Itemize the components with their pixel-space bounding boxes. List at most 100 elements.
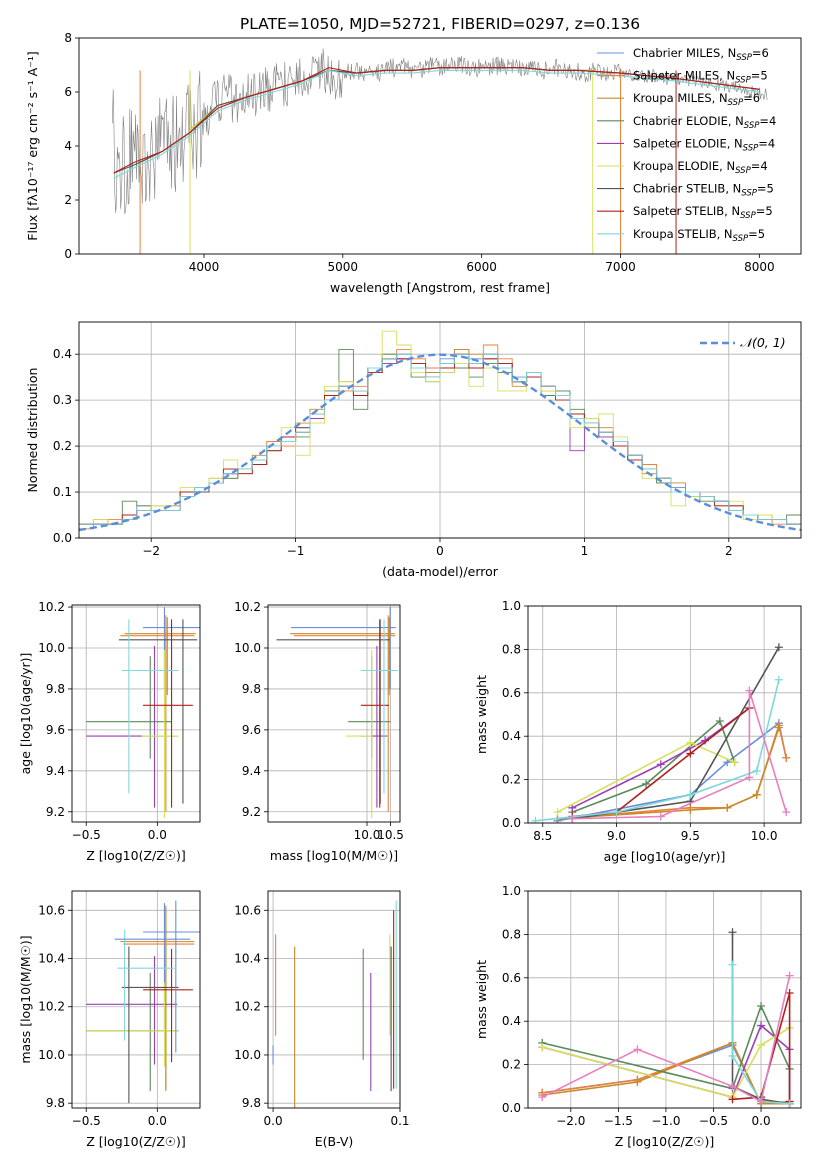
y-tick-label: 0.8 [502,927,521,941]
panel-weight-vs-age: 8.5 9.0 9.5 10.0 0.0 0.2 0.4 0.6 0.8 1.0 age [log1… [474,599,802,864]
weight-point-marker [774,675,783,684]
x-tick-label: −2.0 [556,1114,585,1128]
plot-area-age-vs-mass [276,607,399,818]
weight-point-marker [785,971,794,980]
x-tick-label: 9.0 [607,829,626,843]
panel-spectrum: 4000 5000 6000 7000 8000 0 2 4 6 8 wavelength [Ang… [25,31,802,295]
x-tick-label: 10.0 [354,828,381,842]
plot-area-spectrum [112,48,768,254]
weight-point-marker [785,1099,794,1108]
y-tick-label: 9.2 [46,805,65,819]
y-tick-label: 0.6 [502,971,521,985]
x-tick-label: 7000 [605,260,636,274]
x-axis-label: mass [log10(M/M☉)] [270,848,398,863]
y-tick-label: 10.2 [38,1000,65,1014]
x-tick-label: −1.5 [604,1114,633,1128]
y-tick-label: 0.0 [502,1101,521,1115]
weight-point-marker [752,790,761,799]
figure-title: PLATE=1050, MJD=52721, FIBERID=0297, z=0… [240,15,640,33]
y-tick-label: 9.8 [242,1096,261,1110]
axes-frame [71,890,201,1109]
weight-point-marker [757,1002,766,1011]
y-tick-label: 0.6 [502,686,521,700]
weight-point-marker [633,1045,642,1054]
panel-weight-vs-Z: −2.0 −1.5 −1.0 −0.5 0.0 0.0 0.2 0.4 0.6 0.8 1.0 Z [… [474,884,802,1149]
weight-point-marker [538,1093,547,1102]
weight-point-marker [553,808,562,817]
weight-point-marker [745,686,754,695]
y-tick-label: 10.4 [38,952,65,966]
x-axis-label: Z [log10(Z/Z☉)] [86,1134,186,1149]
y-tick-label: 9.6 [46,723,65,737]
x-tick-label: −0.5 [72,828,101,842]
x-tick-label: 10.5 [377,828,404,842]
weight-point-marker [633,1077,642,1086]
model-spectrum-line [113,67,760,174]
x-tick-label: 2 [725,544,733,558]
y-tick-label: 10.6 [234,903,261,917]
weight-point-marker [686,805,695,814]
weight-point-marker [728,928,737,937]
y-tick-label: 2 [64,193,72,207]
x-tick-label: 1 [581,544,589,558]
y-tick-label: 9.8 [46,1096,65,1110]
model-spectrum-line [139,67,677,163]
weight-point-marker [538,1043,547,1052]
weight-point-marker [752,766,761,775]
y-tick-label: 0.4 [502,1014,521,1028]
x-tick-label: −0.5 [72,1114,101,1128]
weight-point-marker [728,960,737,969]
legend-entry: Kroupa STELIB, NSSP=5 [633,227,765,244]
plot-area-mass-vs-Z [86,900,200,1104]
y-tick-label: 8 [64,31,72,45]
legend-entry: Kroupa ELODIE, NSSP=4 [633,159,768,176]
x-axis-label: (data-model)/error [382,564,499,579]
y-tick-label: 9.2 [242,805,261,819]
weight-series-line [732,992,791,1102]
weight-point-marker [728,1082,737,1091]
y-tick-label: 0.1 [53,485,72,499]
weight-point-marker [728,1095,737,1104]
y-tick-label: 0.4 [502,729,521,743]
y-axis-label: Flux [fλ10⁻¹⁷ erg cm⁻² s⁻¹ A⁻¹] [25,51,40,240]
weight-point-marker [715,717,724,726]
x-tick-label: 10.0 [751,829,778,843]
plot-area-age-vs-Z [86,607,200,818]
axes-frame [527,605,802,824]
legend-entry: 𝒩(0, 1) [740,335,786,350]
weight-point-marker [656,760,665,769]
x-axis-label: E(B-V) [315,1134,354,1149]
y-tick-label: 10.4 [234,952,261,966]
x-tick-label: 4000 [189,260,220,274]
x-tick-label: 0.0 [148,1114,167,1128]
y-axis-label: mass weight [474,675,489,754]
x-tick-label: 0.0 [148,828,167,842]
y-tick-label: 10.2 [234,600,261,614]
plot-area-weight-vs-Z [538,928,794,1108]
y-tick-label: 10.0 [38,1048,65,1062]
y-tick-label: 0.0 [53,531,72,545]
x-tick-label: 0 [436,544,444,558]
legend-entry: Salpeter MILES, NSSP=5 [633,69,768,86]
axes-frame [71,604,201,823]
x-tick-label: −0.5 [699,1114,728,1128]
y-tick-label: 0.3 [53,393,72,407]
axes-frame [78,37,802,255]
x-axis-label: wavelength [Angstrom, rest frame] [330,280,550,295]
x-tick-label: −1.0 [651,1114,680,1128]
x-axis-label: Z [log10(Z/Z☉)] [615,1134,715,1149]
model-spectrum-line [139,67,677,163]
model-spectrum-line [113,69,760,179]
plot-area-residuals [79,330,801,532]
weight-point-marker [656,812,665,821]
y-axis-label: Normed distribution [25,368,40,493]
weight-point-marker [723,803,732,812]
weight-point-marker [774,643,783,652]
axes-frame [267,890,401,1109]
y-axis-label: mass [log10(M/M☉)] [18,935,33,1063]
weight-point-marker [612,808,621,817]
x-tick-label: 8000 [744,260,775,274]
axes-frame [78,321,802,539]
y-tick-label: 9.8 [242,682,261,696]
x-tick-label: −1 [287,544,305,558]
